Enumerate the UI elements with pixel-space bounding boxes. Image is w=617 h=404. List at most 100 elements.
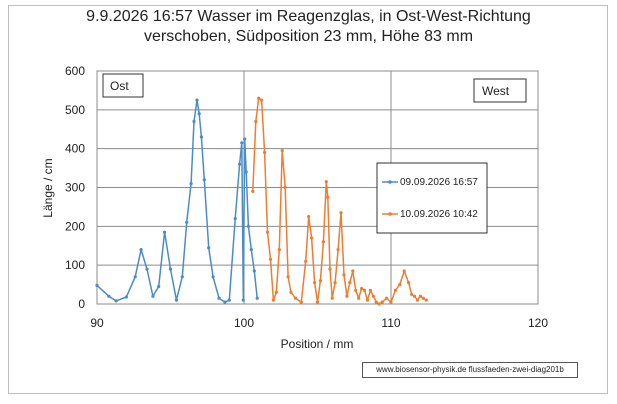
series-2-point-13 <box>289 290 293 294</box>
ost-label: Ost <box>110 79 129 93</box>
series-1-point-23 <box>223 300 227 304</box>
x-tick-label-110: 110 <box>381 316 400 330</box>
series-1-point-15 <box>192 119 196 124</box>
series-2-point-40 <box>371 294 375 298</box>
series-2-point-15 <box>299 300 303 304</box>
series-1-point-33 <box>252 269 256 273</box>
series-1-point-12 <box>180 275 184 279</box>
series-2-point-30 <box>342 273 346 277</box>
y-tick-label-0: 0 <box>78 297 85 311</box>
legend-label-series-1: 09.09.2026 16:57 <box>400 177 478 188</box>
source-credit: www.biosensor-physik.de flussfaeden-zwei… <box>362 362 578 378</box>
series-2-point-16 <box>304 259 308 263</box>
series-1-point-8 <box>157 284 161 289</box>
series-2-point-51 <box>412 294 417 298</box>
series-2-point-25 <box>328 267 332 271</box>
series-1-point-0 <box>95 283 99 287</box>
series-1-point-28 <box>241 298 245 302</box>
series-2-point-14 <box>293 296 298 300</box>
series-1-point-24 <box>227 298 231 302</box>
series-2-point-7 <box>271 298 275 302</box>
series-1-point-22 <box>217 296 221 300</box>
series-1-point-10 <box>168 267 173 271</box>
series-2-point-17 <box>307 215 311 219</box>
y-tick-label-200: 200 <box>65 219 85 233</box>
series-2-point-27 <box>333 281 337 285</box>
series-1-point-31 <box>246 224 250 228</box>
series-2-point-23 <box>324 180 328 184</box>
west-label-box: West <box>473 78 527 103</box>
tick-labels: 0 100 200 300 400 500 600 90 100 110 120 <box>65 64 548 330</box>
series-1-point-21 <box>211 275 215 279</box>
series-2-point-39 <box>368 288 372 292</box>
series-2-point-36 <box>360 286 364 291</box>
series-2-point-43 <box>380 300 384 304</box>
series-1-point-34 <box>255 296 259 300</box>
series-2-point-22 <box>321 240 325 244</box>
series-1-point-1 <box>107 294 111 298</box>
y-tick-label-400: 400 <box>65 142 85 156</box>
series-2-point-44 <box>385 296 389 300</box>
legend: 09.09.2026 16:57 10.09.2026 10:42 <box>376 162 488 234</box>
series-2-point-29 <box>339 211 343 215</box>
series-1-point-2 <box>114 299 118 303</box>
y-tick-label-300: 300 <box>65 181 85 195</box>
series-1-point-5 <box>139 248 143 252</box>
series-1-point-9 <box>163 230 167 234</box>
series-2-point-34 <box>354 288 358 292</box>
series-2-point-3 <box>260 98 264 102</box>
legend-frame <box>376 162 488 234</box>
series-2-point-24 <box>326 195 330 199</box>
series-2-point-21 <box>318 279 322 283</box>
series-2-point-5 <box>265 230 270 234</box>
series-2-point-12 <box>286 275 290 279</box>
x-tick-label-120: 120 <box>528 316 548 330</box>
ost-label-box: Ost <box>102 73 144 98</box>
series-2-point-45 <box>389 300 393 304</box>
series-2-point-32 <box>348 281 352 285</box>
series-1-point-3 <box>124 295 128 299</box>
series-1-point-25 <box>233 217 237 221</box>
legend-label-series-2: 10.09.2026 10:42 <box>400 209 478 220</box>
series-2-point-38 <box>365 298 370 302</box>
series-2-point-50 <box>410 292 414 296</box>
series-2-point-19 <box>313 281 317 285</box>
series-2-point-11 <box>283 185 287 190</box>
legend-marker-series-2 <box>388 212 392 216</box>
series-2-point-47 <box>398 283 402 287</box>
series-2-point-52 <box>415 298 420 302</box>
series-1-point-11 <box>174 298 178 302</box>
series-1-point-19 <box>202 178 206 182</box>
series-2-point-54 <box>421 296 425 300</box>
series-2-point-53 <box>418 294 422 298</box>
series-2-point-48 <box>402 269 406 273</box>
x-tick-label-90: 90 <box>90 316 104 330</box>
grid-lines <box>96 70 539 305</box>
series-2-point-26 <box>330 296 334 300</box>
series-1-point-26 <box>238 162 242 166</box>
ost-label-frame <box>102 73 144 98</box>
series-2-point-8 <box>274 290 278 294</box>
series-2-point-41 <box>374 300 378 304</box>
series-1-point-16 <box>195 98 199 102</box>
y-tick-label-600: 600 <box>65 64 85 78</box>
series-2-point-49 <box>407 281 411 285</box>
series-2-point-33 <box>351 269 355 273</box>
series-2-point-37 <box>362 288 367 292</box>
series-layer <box>95 96 428 306</box>
west-label-frame <box>473 78 527 103</box>
x-tick-label-100: 100 <box>234 316 254 330</box>
series-2-point-4 <box>263 150 267 155</box>
series-2-point-2 <box>257 96 261 100</box>
series-2-point-31 <box>345 294 349 298</box>
series-1-point-30 <box>244 170 248 174</box>
series-2-point-46 <box>393 288 397 292</box>
series-2-point-35 <box>357 296 361 300</box>
series-1-point-14 <box>189 182 193 186</box>
x-axis-label: Position / mm <box>281 337 354 351</box>
series-1-point-27 <box>240 141 244 145</box>
chart-title-line-2: verschoben, Südposition 23 mm, Höhe 83 m… <box>143 28 474 45</box>
series-1-point-6 <box>145 267 149 271</box>
series-1-point-17 <box>197 112 201 116</box>
